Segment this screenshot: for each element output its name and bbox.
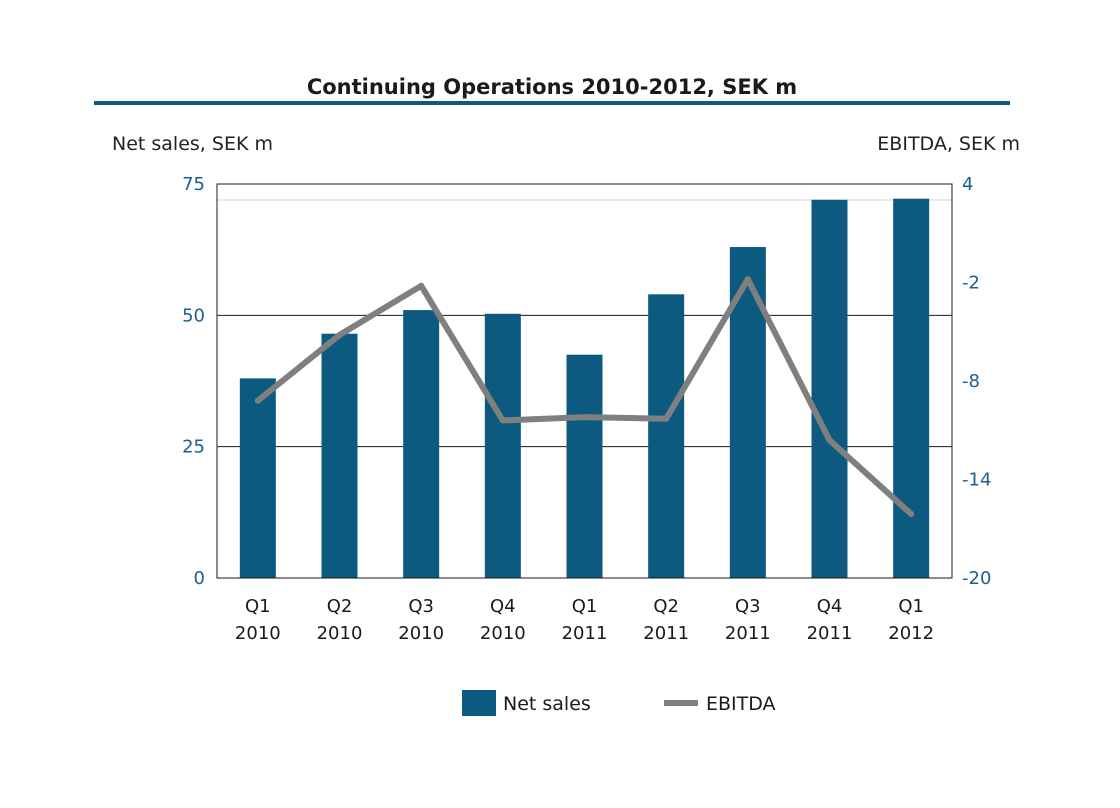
x-axis-ticks: Q1 2010 Q2 2010 Q3 2010 Q4 2010 Q1 2011 Q2 2011 Q3 20…	[235, 596, 934, 644]
left-tick-label: 50	[182, 305, 205, 326]
right-tick-label: -2	[962, 273, 980, 294]
legend-net-sales-label: Net sales	[503, 693, 591, 715]
legend-ebitda-label: EBITDA	[706, 693, 776, 715]
left-tick-label: 0	[194, 568, 205, 589]
right-axis-ticks: -20 -14 -8 -2 4	[962, 174, 991, 589]
chart-title: Continuing Operations 2010-2012, SEK m	[307, 75, 797, 99]
right-tick-label: -8	[962, 371, 980, 392]
left-tick-label: 75	[182, 174, 205, 195]
x-tick-label: Q3 2010	[398, 596, 444, 644]
bar-net-sales	[566, 354, 603, 578]
left-tick-label: 25	[182, 437, 205, 458]
bar-net-sales	[239, 378, 276, 578]
ebitda-point	[826, 437, 833, 444]
bar-net-sales	[893, 198, 930, 578]
legend: Net sales EBITDA	[462, 690, 776, 716]
right-tick-label: -14	[962, 470, 991, 491]
x-tick-label: Q2 2010	[317, 596, 363, 644]
ebitda-point	[254, 397, 261, 404]
ebitda-point	[908, 510, 915, 517]
ebitda-point	[499, 417, 506, 424]
ebitda-point	[581, 414, 588, 421]
left-axis-title: Net sales, SEK m	[112, 133, 273, 155]
right-tick-label: -20	[962, 568, 991, 589]
x-tick-label: Q1 2011	[562, 596, 608, 644]
right-tick-label: 4	[962, 174, 973, 195]
left-axis-ticks: 0 25 50 75	[182, 174, 205, 589]
bar-net-sales	[811, 199, 848, 578]
ebitda-point	[418, 282, 425, 289]
bar-net-sales	[484, 313, 521, 578]
bar-net-sales	[648, 294, 685, 578]
x-tick-label: Q3 2011	[725, 596, 771, 644]
ebitda-line-layer	[254, 276, 915, 517]
ebitda-point	[744, 276, 751, 283]
plot-frame	[216, 183, 953, 579]
x-tick-label: Q2 2011	[643, 596, 689, 644]
x-tick-label: Q4 2011	[807, 596, 853, 644]
x-tick-label: Q4 2010	[480, 596, 526, 644]
bar-net-sales	[403, 310, 440, 578]
x-tick-label: Q1 2010	[235, 596, 281, 644]
right-axis-title: EBITDA, SEK m	[877, 133, 1020, 155]
net-sales-bars	[239, 198, 930, 579]
legend-net-sales-swatch	[462, 690, 496, 716]
x-tick-label: Q1 2012	[888, 596, 934, 644]
plot-border	[216, 183, 953, 579]
ebitda-point	[336, 332, 343, 339]
ebitda-point	[663, 415, 670, 422]
bar-net-sales	[321, 333, 358, 578]
